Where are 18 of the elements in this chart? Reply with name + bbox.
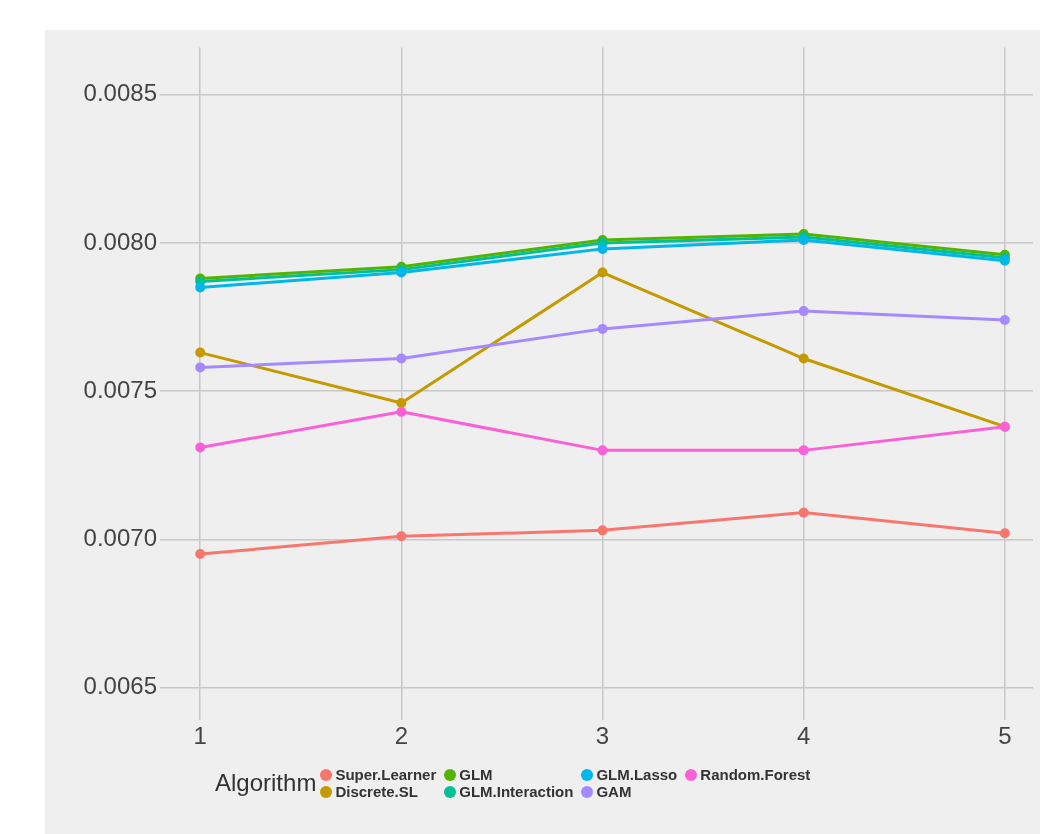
x-tick-label: 1 [193,722,207,750]
x-tick-label: 4 [797,722,811,750]
y-tick-label: 0.0065 [83,672,157,700]
y-tick-label: 0.0070 [83,523,157,551]
y-tick-label: 0.0085 [83,79,157,107]
x-tick-label: 5 [998,722,1012,750]
legend-label: GLM [459,766,493,783]
x-tick-label: 3 [595,722,610,750]
x-tick-label: 2 [394,722,409,750]
legend-title: Algorithm [215,769,317,797]
legend-label: GLM.Lasso [596,766,678,783]
legend-label: GAM [596,783,632,800]
legend-label: Random.Forest [700,766,811,783]
legend-label: GLM.Interaction [459,783,574,800]
y-tick-label: 0.0075 [83,375,157,403]
legend-label: Discrete.SL [335,783,418,800]
y-tick-label: 0.0080 [83,227,157,255]
legend-label: Super.Learner [335,766,437,783]
